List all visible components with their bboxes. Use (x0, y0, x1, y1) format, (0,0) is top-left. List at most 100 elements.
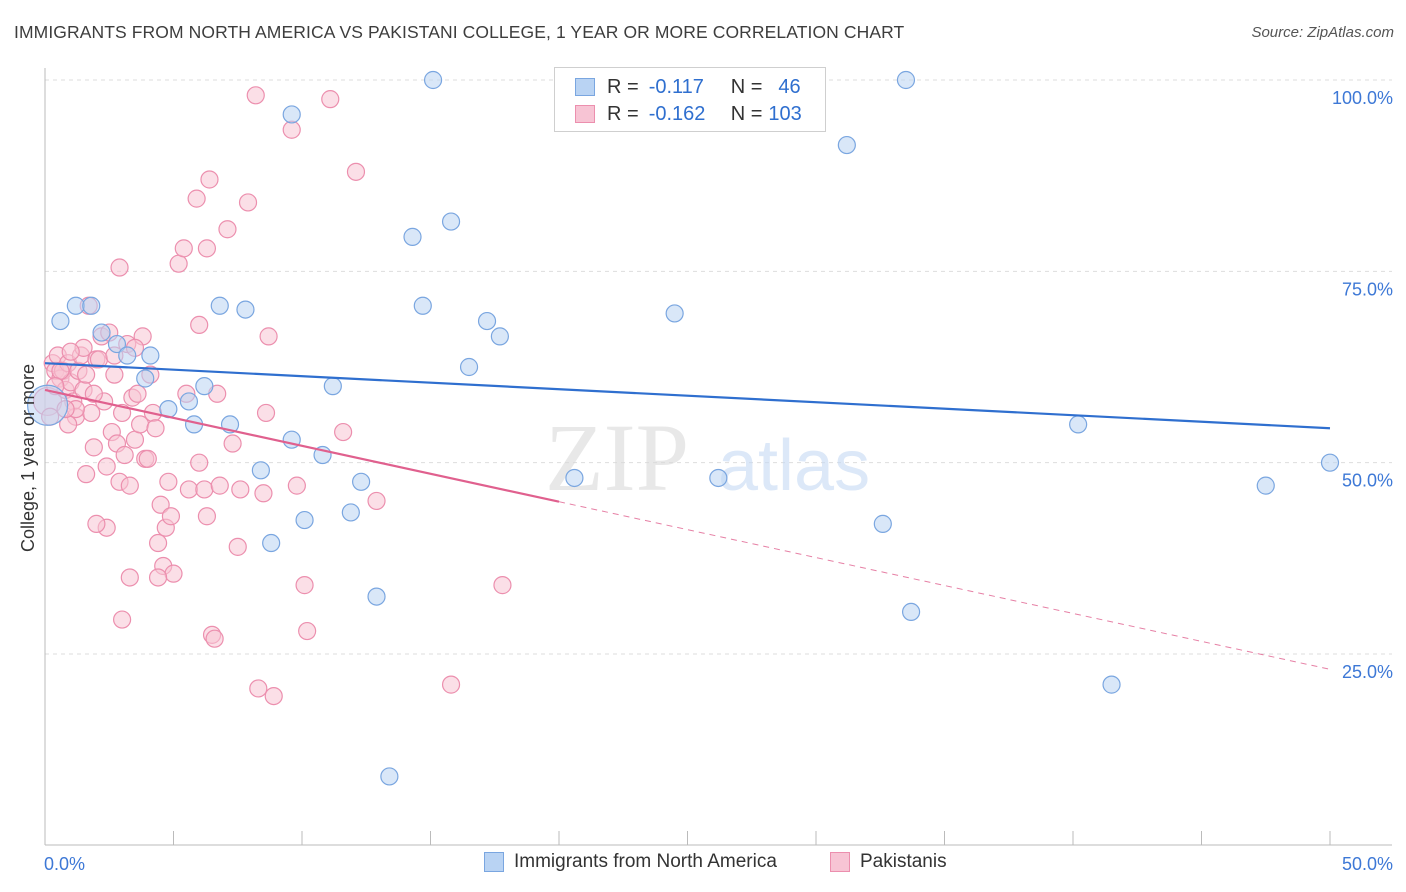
pakistanis-point (112, 610, 132, 629)
legend-n-label: N = (730, 102, 763, 125)
pakistanis-point (174, 239, 193, 258)
grid-layer (45, 79, 1392, 655)
pakistanis-point (159, 472, 178, 491)
legend-r-label: R = (607, 102, 639, 125)
pakistanis-point (187, 189, 206, 208)
pakistanis-point (61, 342, 80, 361)
pakistanis-point (238, 193, 258, 212)
pakistanis-point (295, 576, 314, 595)
legend-row-pakistanis: R = -0.162 N = 103 (575, 100, 802, 128)
y-tick-label: 25.0% (1342, 662, 1393, 682)
pakistanis-point (254, 484, 273, 503)
watermark-atlas: atlas (718, 426, 870, 506)
pakistanis-point (77, 465, 96, 484)
y-tick-label: 75.0% (1342, 279, 1393, 299)
series-legend-label-1: Immigrants from North America (514, 851, 777, 872)
axis-layer (44, 68, 1392, 846)
pakistanis-point (195, 480, 214, 499)
pakistanis-point (146, 419, 165, 438)
watermark: ZIP atlas (545, 404, 870, 511)
north-america-point (459, 357, 479, 377)
x-tick-label: 0.0% (44, 854, 85, 874)
north-america-point (282, 105, 301, 124)
pakistanis-point (493, 576, 512, 595)
north-america-point (380, 767, 399, 786)
north-america-point (26, 384, 69, 426)
legend-r-value-2: -0.162 (648, 102, 706, 125)
chart-title: IMMIGRANTS FROM NORTH AMERICA VS PAKISTA… (14, 22, 905, 42)
pakistanis-point (321, 90, 340, 109)
pakistanis-point (164, 564, 183, 583)
pakistanis-point (84, 384, 103, 403)
series-legend-item-north-america[interactable]: Immigrants from North America (484, 851, 777, 873)
north-america-point (251, 461, 270, 480)
pakistanis-point (367, 491, 386, 511)
north-america-point (107, 334, 127, 354)
pakistanis-point (148, 568, 168, 587)
pakistanis-point (115, 445, 134, 465)
north-america-point (873, 514, 892, 533)
legend-r-value-1: -0.117 (648, 75, 704, 98)
pakistanis-point (120, 476, 139, 495)
pakistanis-point (77, 365, 96, 384)
legend-row-north-america: R = -0.117 N = 46 (575, 73, 801, 101)
pakistanis-point (264, 686, 283, 706)
north-america-point (1320, 453, 1340, 472)
north-america-point (665, 304, 684, 323)
pakistanis-point (87, 514, 106, 533)
series-swatch-pink (830, 852, 850, 872)
legend-n-value-2: 103 (768, 102, 802, 125)
pakistanis-point (128, 384, 147, 403)
pakistanis-point (138, 449, 157, 468)
north-america-point (179, 392, 199, 411)
north-america-point (92, 323, 111, 342)
north-america-point (367, 587, 386, 606)
pakistanis-point (84, 438, 103, 457)
legend-swatch-pink (575, 105, 595, 123)
pakistanis-point (179, 480, 199, 499)
north-america-point (352, 472, 371, 491)
north-america-point (136, 369, 155, 388)
pakistanis-point (105, 365, 124, 384)
pakistanis-point (282, 120, 301, 139)
north-america-point (709, 468, 728, 488)
north-america-point (477, 311, 497, 331)
pakistanis-point (334, 422, 353, 442)
pakistanis-trend-line (44, 388, 560, 503)
pakistanis-point (190, 315, 209, 335)
pakistanis-point (218, 220, 237, 239)
legend-n-value-1: 46 (778, 75, 801, 98)
pakistanis-point (205, 629, 224, 648)
north-america-point (1102, 675, 1121, 694)
pakistanis-point (190, 453, 209, 472)
north-america-point (323, 377, 342, 396)
correlation-legend: R = -0.117 N = 46 R = -0.162 N = 103 (554, 67, 826, 132)
pakistanis-point (120, 568, 139, 587)
north-america-point (403, 227, 422, 246)
pakistanis-point (125, 430, 145, 449)
pakistanis-trend-extension (558, 501, 1331, 670)
legend-n-label: N = (730, 75, 763, 98)
pakistanis-point (287, 476, 306, 495)
trend-lines (44, 362, 1331, 670)
north-america-point (441, 212, 461, 231)
watermark-zip: ZIP (545, 404, 689, 511)
north-america-point (413, 296, 432, 315)
north-america-point (236, 300, 255, 319)
north-america-point (141, 346, 160, 365)
series-legend-item-pakistanis[interactable]: Pakistanis (830, 851, 947, 873)
pakistanis-points (32, 86, 512, 706)
pakistanis-point (441, 675, 461, 694)
pakistanis-point (200, 170, 219, 189)
north-america-point (1256, 476, 1275, 495)
north-america-point (341, 503, 360, 522)
x-tick-label: 50.0% (1342, 854, 1393, 874)
pakistanis-point (249, 679, 268, 698)
legend-r-label: R = (607, 75, 639, 98)
axis-labels: 25.0% 50.0% 75.0% 100.0% 0.0% 50.0% College, 1… (18, 88, 1393, 874)
pakistanis-point (228, 537, 247, 556)
pakistanis-point (223, 434, 242, 453)
north-america-point (837, 135, 856, 155)
pakistanis-point (148, 533, 168, 553)
